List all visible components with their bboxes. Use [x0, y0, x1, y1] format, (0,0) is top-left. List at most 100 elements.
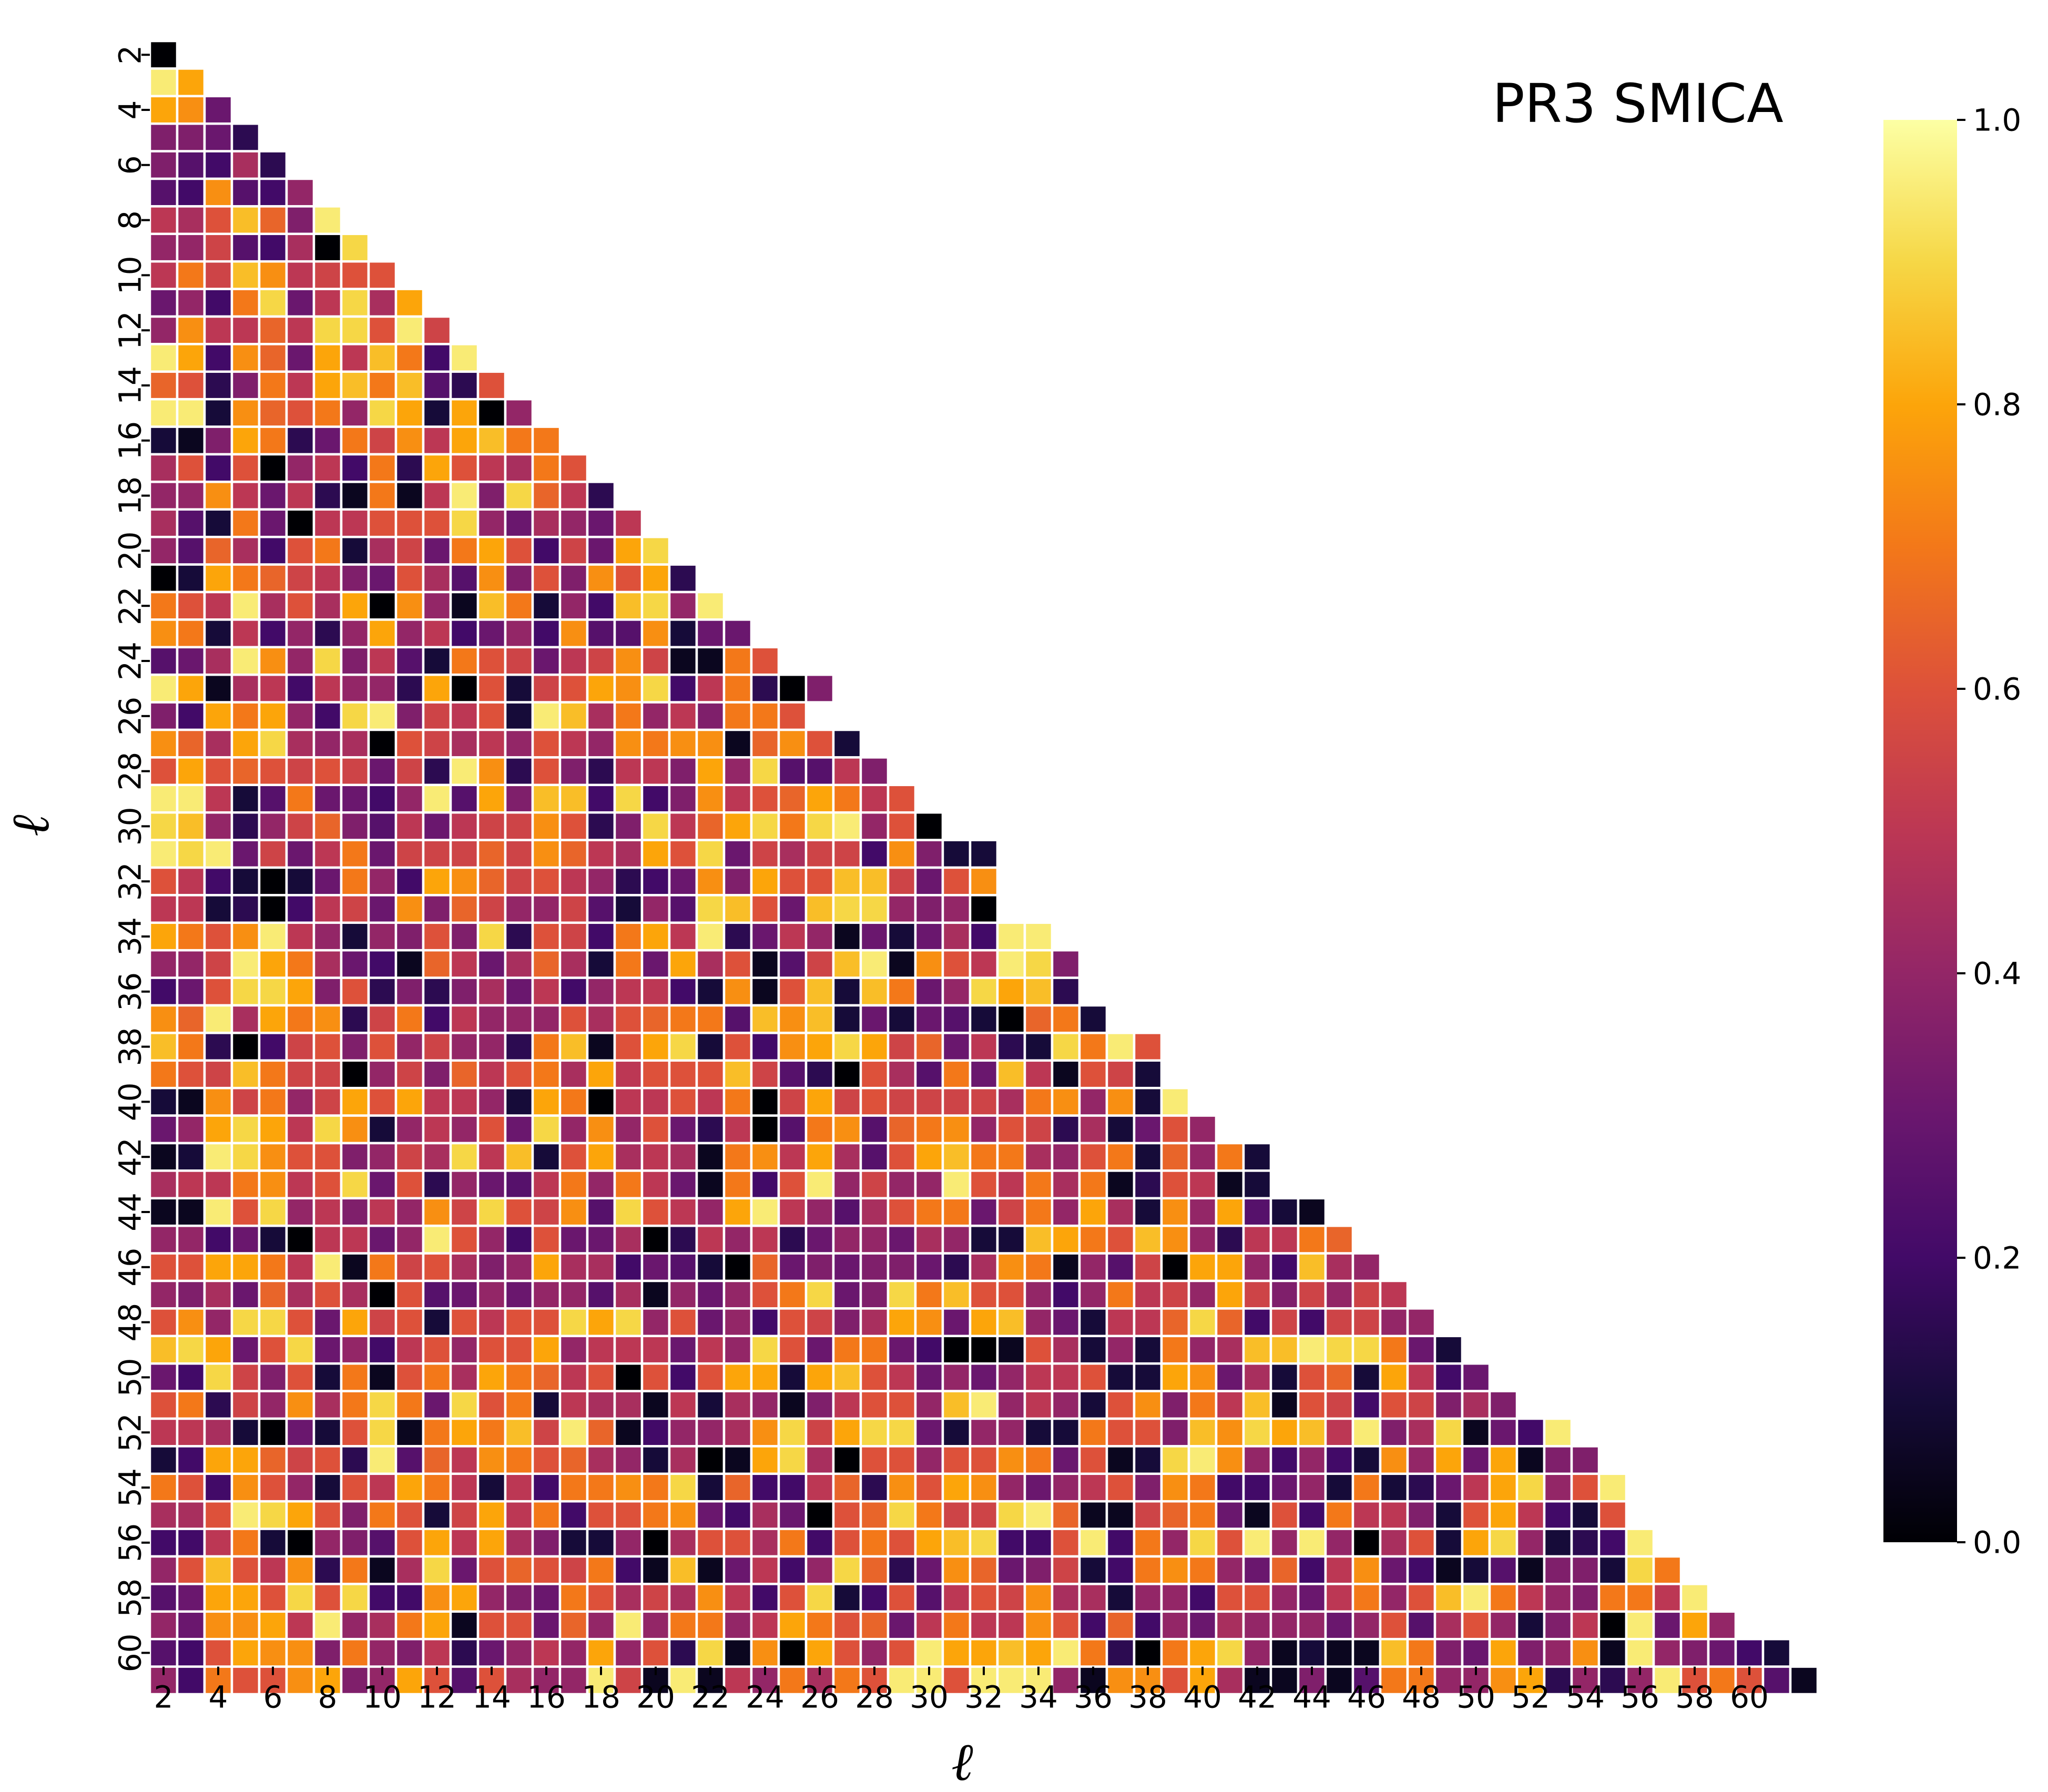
heatmap-cell [148, 535, 179, 566]
heatmap-cell [367, 343, 398, 373]
heatmap-cell [312, 1307, 343, 1338]
heatmap-cell [1543, 1583, 1573, 1613]
heatmap-cell [258, 315, 288, 345]
heatmap-cell [449, 1472, 480, 1503]
heatmap-cell [449, 1169, 480, 1200]
heatmap-cell [668, 1472, 698, 1503]
heatmap-cell [1379, 1555, 1409, 1585]
heatmap-cell [449, 1086, 480, 1117]
heatmap-cell [1379, 1500, 1409, 1530]
heatmap-cell [148, 398, 179, 428]
heatmap-cell [1461, 1528, 1491, 1558]
heatmap-cell [1051, 1390, 1081, 1420]
heatmap-cell [969, 1307, 999, 1338]
heatmap-cell [969, 1362, 999, 1392]
heatmap-cell [394, 1252, 425, 1282]
heatmap-cell [586, 1528, 616, 1558]
heatmap-cell [832, 1197, 862, 1227]
heatmap-cell [996, 1197, 1026, 1227]
heatmap-cell [750, 1637, 780, 1668]
heatmap-cell [504, 1362, 534, 1392]
heatmap-cell [504, 481, 534, 511]
heatmap-cell [449, 425, 480, 456]
heatmap-cell [1160, 1390, 1190, 1420]
heatmap-cell [1433, 1472, 1464, 1503]
heatmap-cell [230, 1197, 261, 1227]
heatmap-cell [777, 783, 808, 814]
heatmap-cell [586, 866, 616, 897]
heatmap-cell [1105, 1445, 1136, 1475]
heatmap-cell [258, 949, 288, 979]
heatmap-cell [285, 205, 315, 236]
heatmap-cell [1433, 1417, 1464, 1448]
heatmap-cell [613, 811, 644, 841]
heatmap-cell [285, 866, 315, 897]
heatmap-cell [476, 398, 507, 428]
heatmap-cell [422, 563, 452, 594]
heatmap-cell [1051, 1500, 1081, 1530]
heatmap-cell [1133, 1086, 1163, 1117]
chart-title: PR3 SMICA [1492, 73, 1784, 135]
heatmap-cell [312, 618, 343, 649]
heatmap-cell [832, 1224, 862, 1255]
heatmap-cell [1078, 1417, 1108, 1448]
heatmap-cell [1133, 1307, 1163, 1338]
heatmap-cell [422, 1224, 452, 1255]
heatmap-cell [914, 1472, 944, 1503]
heatmap-cell [394, 370, 425, 401]
heatmap-cell [367, 1169, 398, 1200]
heatmap-cell [1351, 1637, 1382, 1668]
heatmap-cell [285, 453, 315, 483]
heatmap-cell [832, 728, 862, 759]
heatmap-cell [1488, 1665, 1519, 1696]
heatmap-cell [722, 949, 753, 979]
heatmap-cell [914, 894, 944, 924]
heatmap-cell [722, 1252, 753, 1282]
heatmap-cell [504, 1197, 534, 1227]
heatmap-cell [914, 1279, 944, 1310]
heatmap-cell [1133, 1583, 1163, 1613]
heatmap-cell [394, 535, 425, 566]
heatmap-cell [230, 1252, 261, 1282]
heatmap-cell [586, 1417, 616, 1448]
heatmap-cell [1269, 1307, 1300, 1338]
heatmap-cell [777, 1252, 808, 1282]
heatmap-cell [887, 1472, 917, 1503]
heatmap-cell [340, 783, 370, 814]
heatmap-cell [859, 921, 890, 952]
heatmap-cell [1051, 1472, 1081, 1503]
heatmap-cell [996, 1417, 1026, 1448]
heatmap-cell [887, 1224, 917, 1255]
heatmap-cell [203, 921, 233, 952]
heatmap-cell [230, 150, 261, 180]
heatmap-cell [722, 1059, 753, 1090]
heatmap-cell [1078, 1610, 1108, 1641]
heatmap-cell [914, 1390, 944, 1420]
heatmap-cell [340, 949, 370, 979]
heatmap-cell [258, 894, 288, 924]
heatmap-cell [176, 95, 206, 125]
heatmap-cell [1160, 1335, 1190, 1365]
heatmap-cell [1543, 1500, 1573, 1530]
heatmap-cell [640, 976, 671, 1007]
heatmap-cell [203, 1279, 233, 1310]
heatmap-cell [668, 1583, 698, 1613]
heatmap-cell [148, 1114, 179, 1145]
heatmap-cell [1242, 1224, 1272, 1255]
heatmap-cell [668, 728, 698, 759]
x-tick-label: 30 [910, 1679, 949, 1715]
x-tick-label: 22 [691, 1679, 730, 1715]
heatmap-cell [230, 1390, 261, 1420]
heatmap-cell [258, 701, 288, 731]
heatmap-cell [367, 1114, 398, 1145]
heatmap-cell [258, 1114, 288, 1145]
heatmap-cell [668, 1086, 698, 1117]
heatmap-cell [558, 1610, 589, 1641]
heatmap-cell [367, 976, 398, 1007]
heatmap-cell [258, 1417, 288, 1448]
heatmap-cell [586, 1004, 616, 1034]
heatmap-cell [258, 288, 288, 318]
heatmap-cell [832, 1252, 862, 1282]
heatmap-cell [367, 1086, 398, 1117]
heatmap-cell [887, 976, 917, 1007]
